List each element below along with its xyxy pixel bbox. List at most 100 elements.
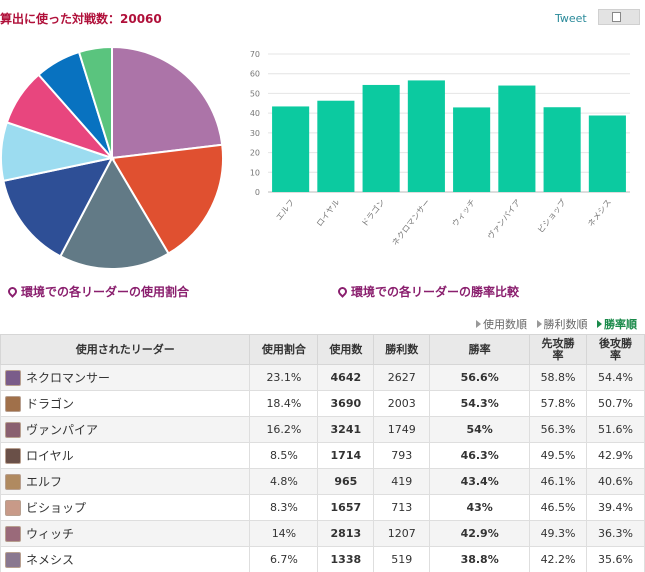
leader-avatar bbox=[5, 396, 21, 412]
pie-slice-0 bbox=[111, 46, 224, 160]
tweet-button[interactable]: Tweet bbox=[555, 12, 587, 25]
share-cell: 14% bbox=[249, 520, 319, 547]
leader-name: ヴァンパイア bbox=[26, 423, 99, 437]
y-tick-label: 20 bbox=[250, 149, 260, 158]
uses-cell: 3690 bbox=[317, 390, 375, 417]
table-row[interactable]: ヴァンパイア 16.2% 3241 1749 54% 56.3% 51.6% bbox=[0, 416, 645, 443]
x-tick-label: ネクロマンサー bbox=[390, 198, 432, 248]
bar-caption: 環境での各リーダーの勝率比較 bbox=[336, 283, 520, 300]
y-tick-label: 70 bbox=[250, 50, 260, 59]
leader-cell: ロイヤル bbox=[0, 442, 251, 469]
document-icon bbox=[612, 12, 621, 22]
leader-name: ネクロマンサー bbox=[26, 371, 111, 385]
table-row[interactable]: ビショップ 8.3% 1657 713 43% 46.5% 39.4% bbox=[0, 494, 645, 521]
col-second-rate: 後攻勝 率 bbox=[586, 334, 645, 365]
col-leader: 使用されたリーダー bbox=[0, 334, 251, 365]
pie-caption: 環境での各リーダーの使用割合 bbox=[6, 283, 189, 300]
pie-slice-2 bbox=[59, 155, 170, 270]
leader-cell: ネクロマンサー bbox=[0, 364, 251, 391]
sort-by-wins[interactable]: 勝利数順 bbox=[536, 318, 588, 331]
rate-cell: 43% bbox=[429, 494, 531, 521]
leader-avatar bbox=[5, 552, 21, 568]
triangle-right-icon bbox=[597, 320, 602, 328]
leader-cell: エルフ bbox=[0, 468, 251, 495]
share-cell: 23.1% bbox=[249, 364, 319, 391]
second-rate-cell: 50.7% bbox=[586, 390, 645, 417]
leader-cell: ビショップ bbox=[0, 494, 251, 521]
bar-caption-text: 環境での各リーダーの勝率比較 bbox=[351, 285, 520, 299]
first-rate-cell: 49.5% bbox=[529, 442, 588, 469]
uses-cell: 2813 bbox=[317, 520, 375, 547]
rate-cell: 54% bbox=[429, 416, 531, 443]
leader-cell: ウィッチ bbox=[0, 520, 251, 547]
table-header-row: 使用されたリーダー 使用割合 使用数 勝利数 勝率 先攻勝 率 後攻勝 率 bbox=[0, 334, 645, 365]
y-tick-label: 60 bbox=[250, 70, 260, 79]
rate-cell: 56.6% bbox=[429, 364, 531, 391]
uses-cell: 4642 bbox=[317, 364, 375, 391]
y-tick-label: 0 bbox=[255, 188, 260, 197]
col-first-rate: 先攻勝 率 bbox=[529, 334, 588, 365]
triangle-right-icon bbox=[536, 320, 542, 328]
leader-avatar bbox=[5, 526, 21, 542]
share-button[interactable] bbox=[598, 9, 640, 25]
table-row[interactable]: ドラゴン 18.4% 3690 2003 54.3% 57.8% 50.7% bbox=[0, 390, 645, 417]
wins-cell: 1749 bbox=[373, 416, 431, 443]
wins-cell: 419 bbox=[373, 468, 431, 495]
uses-cell: 1714 bbox=[317, 442, 375, 469]
share-cell: 8.3% bbox=[249, 494, 319, 521]
leader-cell: ドラゴン bbox=[0, 390, 251, 417]
y-tick-label: 10 bbox=[250, 168, 260, 177]
bar-0 bbox=[272, 106, 310, 192]
share-cell: 4.8% bbox=[249, 468, 319, 495]
x-tick-label: ウィッチ bbox=[450, 198, 477, 229]
y-tick-label: 50 bbox=[250, 89, 260, 98]
x-tick-label: ネメシス bbox=[586, 198, 613, 229]
leader-avatar bbox=[5, 474, 21, 490]
uses-cell: 3241 bbox=[317, 416, 375, 443]
table-row[interactable]: ネメシス 6.7% 1338 519 38.8% 42.2% 35.6% bbox=[0, 546, 645, 572]
second-rate-cell: 39.4% bbox=[586, 494, 645, 521]
winrate-bar-chart: 0 10 20 30 40 50 60 70 エルフ ロイヤル ドラゴン ネクロマンサー ウィッチ ヴァン… bbox=[250, 50, 630, 248]
col-wins: 勝利数 bbox=[373, 334, 431, 365]
pin-icon bbox=[6, 285, 19, 298]
y-tick-label: 30 bbox=[250, 129, 260, 138]
first-rate-cell: 56.3% bbox=[529, 416, 588, 443]
rate-cell: 43.4% bbox=[429, 468, 531, 495]
table-row[interactable]: ロイヤル 8.5% 1714 793 46.3% 49.5% 42.9% bbox=[0, 442, 645, 469]
wins-cell: 519 bbox=[373, 546, 431, 572]
second-rate-cell: 35.6% bbox=[586, 546, 645, 572]
y-tick-label: 40 bbox=[250, 109, 260, 118]
leader-avatar bbox=[5, 370, 21, 386]
table-row[interactable]: ネクロマンサー 23.1% 4642 2627 56.6% 58.8% 54.4% bbox=[0, 364, 645, 391]
leader-ranking-table: 使用されたリーダー 使用割合 使用数 勝利数 勝率 先攻勝 率 後攻勝 率 ネク… bbox=[0, 334, 645, 572]
sort-by-uses[interactable]: 使用数順 bbox=[476, 318, 527, 331]
table-row[interactable]: ウィッチ 14% 2813 1207 42.9% 49.3% 36.3% bbox=[0, 520, 645, 547]
bar-6 bbox=[543, 107, 581, 192]
x-tick-label: ビショップ bbox=[536, 198, 568, 235]
second-rate-cell: 40.6% bbox=[586, 468, 645, 495]
share-cell: 8.5% bbox=[249, 442, 319, 469]
leader-name: ウィッチ bbox=[26, 527, 75, 541]
leader-name: ビショップ bbox=[26, 501, 87, 515]
x-tick-label: ドラゴン bbox=[359, 197, 387, 228]
usage-pie-chart bbox=[0, 46, 224, 270]
bar-2 bbox=[362, 84, 400, 192]
triangle-right-icon bbox=[476, 320, 481, 328]
share-cell: 18.4% bbox=[249, 390, 319, 417]
x-tick-label: ヴァンパイア bbox=[485, 197, 522, 241]
pie-slice-1 bbox=[110, 143, 224, 255]
col-share: 使用割合 bbox=[249, 334, 319, 365]
bar-5 bbox=[498, 85, 536, 192]
first-rate-cell: 57.8% bbox=[529, 390, 588, 417]
table-row[interactable]: エルフ 4.8% 965 419 43.4% 46.1% 40.6% bbox=[0, 468, 645, 495]
leader-avatar bbox=[5, 422, 21, 438]
x-tick-label: ロイヤル bbox=[315, 198, 342, 229]
wins-cell: 1207 bbox=[373, 520, 431, 547]
wins-cell: 2627 bbox=[373, 364, 431, 391]
sort-by-winrate[interactable]: 勝率順 bbox=[597, 318, 637, 331]
col-rate: 勝率 bbox=[429, 334, 531, 365]
leader-cell: ヴァンパイア bbox=[0, 416, 251, 443]
first-rate-cell: 58.8% bbox=[529, 364, 588, 391]
wins-cell: 713 bbox=[373, 494, 431, 521]
x-tick-label: エルフ bbox=[274, 198, 296, 222]
